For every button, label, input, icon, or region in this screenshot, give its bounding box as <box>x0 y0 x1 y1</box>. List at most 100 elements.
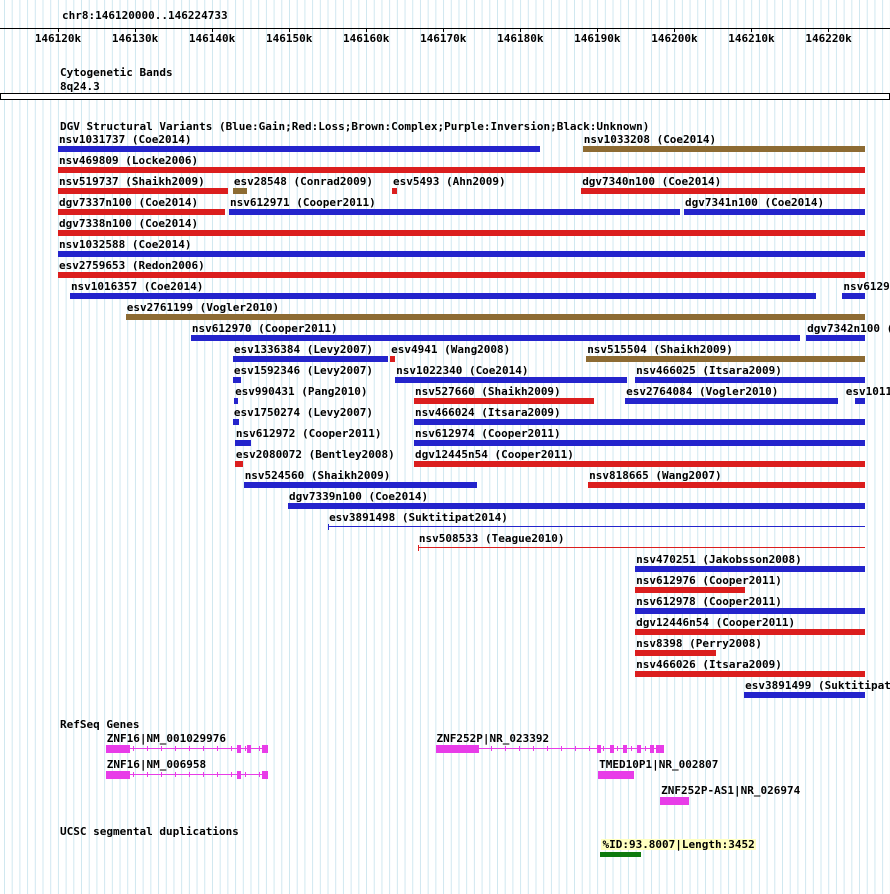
variant-label[interactable]: nsv612974 (Cooper2011) <box>414 427 561 440</box>
variant-label[interactable]: esv5493 (Ahn2009) <box>393 175 506 188</box>
variant-bar[interactable] <box>855 398 865 404</box>
variant-label[interactable]: dgv7337n100 (Coe2014) <box>59 196 199 209</box>
variant-bar[interactable] <box>395 377 628 383</box>
variant-bar[interactable] <box>413 398 595 404</box>
variant-label[interactable]: esv2761199 (Vogler2010) <box>126 301 280 314</box>
gene-exon[interactable] <box>598 771 635 779</box>
variant-bar[interactable] <box>625 398 839 404</box>
gene-exon[interactable] <box>236 745 241 753</box>
variant-label[interactable]: nsv524560 (Shaikh2009) <box>244 469 391 482</box>
gene-exon[interactable] <box>655 745 664 753</box>
variant-label[interactable]: nsv612972 (Cooper2011) <box>235 427 382 440</box>
gene-exon[interactable] <box>622 745 627 753</box>
variant-label[interactable]: nsv466024 (Itsara2009) <box>414 406 561 419</box>
variant-bar[interactable] <box>58 272 865 278</box>
gene-label[interactable]: TMED10P1|NR_002807 <box>599 758 719 771</box>
variant-bar[interactable] <box>744 692 865 698</box>
variant-bar[interactable] <box>392 188 398 194</box>
variant-bar[interactable] <box>390 356 396 362</box>
gene-exon[interactable] <box>660 797 690 805</box>
variant-bar[interactable] <box>232 419 240 425</box>
variant-label[interactable]: nsv612970 (Cooper2011) <box>191 322 338 335</box>
variant-bar[interactable] <box>232 377 241 383</box>
variant-label[interactable]: esv1750274 (Levy2007) <box>233 406 373 419</box>
variant-label[interactable]: esv2080072 (Bentley2008) <box>235 448 395 461</box>
variant-bar[interactable] <box>243 482 478 488</box>
variant-bar[interactable] <box>232 356 389 362</box>
variant-label[interactable]: nsv519737 (Shaikh2009) <box>59 175 205 188</box>
variant-bar[interactable] <box>635 587 746 593</box>
variant-label[interactable]: esv4941 (Wang2008) <box>391 343 511 356</box>
variant-bar[interactable] <box>69 293 817 299</box>
variant-label[interactable]: nsv469809 (Locke2006) <box>59 154 199 167</box>
gene-exon[interactable] <box>105 745 131 753</box>
variant-bar[interactable] <box>288 503 865 509</box>
gene-label[interactable]: ZNF252P-AS1|NR_026974 <box>661 784 801 797</box>
gene-exon[interactable] <box>236 771 241 779</box>
variant-label[interactable]: dgv7342n100 (Coe2014) <box>807 322 890 335</box>
variant-label[interactable]: dgv12446n54 (Cooper2011) <box>636 616 796 629</box>
gene-exon[interactable] <box>105 771 131 779</box>
variant-label[interactable]: esv2764084 (Vogler2010) <box>626 385 779 398</box>
variant-bar[interactable] <box>635 566 865 572</box>
variant-label[interactable]: dgv7338n100 (Coe2014) <box>59 217 199 230</box>
gene-exon[interactable] <box>262 771 269 779</box>
variant-bar[interactable] <box>806 335 865 341</box>
variant-bar[interactable] <box>58 167 865 173</box>
variant-label[interactable]: esv2759653 (Redon2006) <box>59 259 205 272</box>
variant-bar[interactable] <box>684 209 865 215</box>
gene-exon[interactable] <box>597 745 602 753</box>
variant-label[interactable]: dgv7341n100 (Coe2014) <box>685 196 825 209</box>
cytoband-bar[interactable] <box>0 93 890 100</box>
variant-bar[interactable] <box>234 440 251 446</box>
variant-label[interactable]: nsv1016357 (Coe2014) <box>70 280 204 293</box>
variant-bar[interactable] <box>842 293 865 299</box>
variant-bar[interactable] <box>58 146 541 152</box>
gene-exon[interactable] <box>262 745 269 753</box>
variant-bar[interactable] <box>635 608 865 614</box>
variant-label[interactable]: nsv612980 <box>843 280 890 293</box>
variant-bar[interactable] <box>582 146 865 152</box>
variant-bar[interactable] <box>581 188 865 194</box>
variant-bar[interactable] <box>58 188 229 194</box>
variant-label[interactable]: nsv612978 (Cooper2011) <box>636 595 782 608</box>
variant-bar[interactable] <box>635 650 717 656</box>
variant-label[interactable]: esv10112 <box>845 385 890 398</box>
variant-bar[interactable] <box>413 461 865 467</box>
variant-bar[interactable] <box>190 335 800 341</box>
gene-exon[interactable] <box>649 745 654 753</box>
variant-label[interactable]: dgv7340n100 (Coe2014) <box>582 175 722 188</box>
variant-label[interactable]: nsv1032588 (Coe2014) <box>59 238 192 251</box>
variant-bar[interactable] <box>635 629 865 635</box>
variant-label[interactable]: nsv466026 (Itsara2009) <box>636 658 782 671</box>
variant-label[interactable]: nsv527660 (Shaikh2009) <box>414 385 561 398</box>
variant-bar[interactable] <box>417 547 865 548</box>
gene-label[interactable]: ZNF16|NM_001029976 <box>106 732 226 745</box>
gene-exon[interactable] <box>609 745 614 753</box>
gene-exon[interactable] <box>246 745 251 753</box>
variant-label[interactable]: esv28548 (Conrad2009) <box>233 175 373 188</box>
variant-label[interactable]: nsv1031737 (Coe2014) <box>59 133 192 146</box>
variant-label[interactable]: nsv470251 (Jakobsson2008) <box>636 553 802 566</box>
variant-bar[interactable] <box>229 209 681 215</box>
variant-label[interactable]: nsv1033208 (Coe2014) <box>583 133 717 146</box>
variant-label[interactable]: nsv612971 (Cooper2011) <box>230 196 376 209</box>
variant-bar[interactable] <box>125 314 865 320</box>
variant-label[interactable]: nsv8398 (Perry2008) <box>636 637 762 650</box>
variant-bar[interactable] <box>588 482 865 488</box>
segdup-bar[interactable] <box>600 852 641 857</box>
variant-label[interactable]: esv3891499 (Suktitipat2014) <box>745 679 890 692</box>
variant-bar[interactable] <box>413 440 865 446</box>
variant-label[interactable]: esv3891498 (Suktitipat2014) <box>329 511 508 524</box>
variant-bar[interactable] <box>635 377 865 383</box>
variant-label[interactable]: nsv818665 (Wang2007) <box>589 469 722 482</box>
variant-label[interactable]: esv990431 (Pang2010) <box>235 385 368 398</box>
variant-bar[interactable] <box>58 251 865 257</box>
variant-label[interactable]: nsv612976 (Cooper2011) <box>636 574 782 587</box>
variant-bar[interactable] <box>234 461 243 467</box>
gene-label[interactable]: ZNF252P|NR_023392 <box>436 732 550 745</box>
variant-bar[interactable] <box>58 209 226 215</box>
variant-bar[interactable] <box>328 526 865 527</box>
variant-label[interactable]: nsv508533 (Teague2010) <box>418 532 565 545</box>
variant-label[interactable]: dgv7339n100 (Coe2014) <box>289 490 429 503</box>
